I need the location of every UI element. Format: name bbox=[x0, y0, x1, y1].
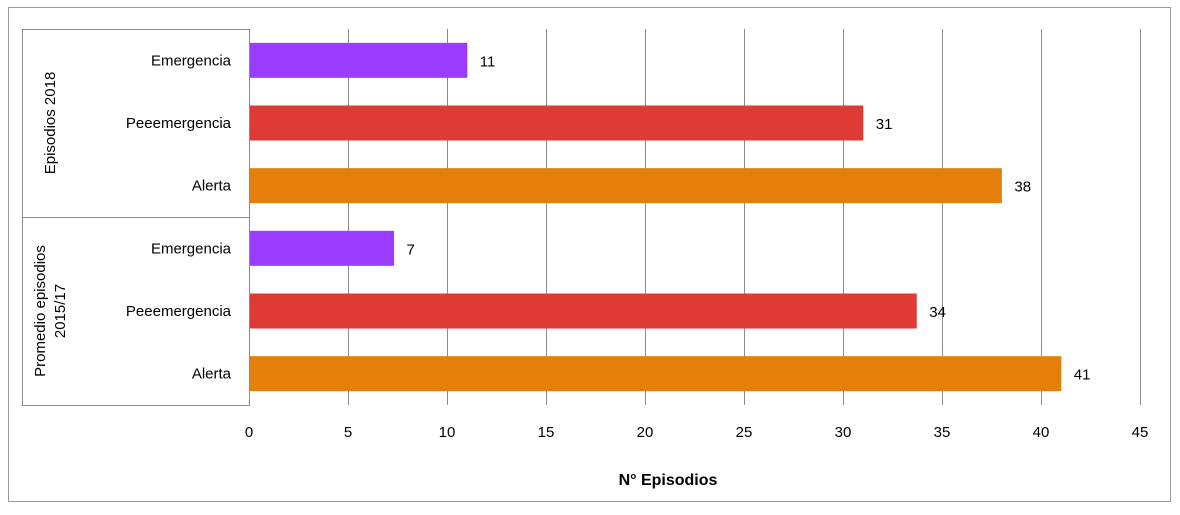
data-label: 41 bbox=[1074, 367, 1091, 384]
axes bbox=[22, 29, 250, 406]
bar bbox=[249, 105, 864, 141]
x-tick-label: 10 bbox=[439, 424, 456, 441]
x-tick-label: 5 bbox=[344, 424, 352, 441]
x-tick-label: 40 bbox=[1033, 424, 1050, 441]
group-label-line: 2015/17 bbox=[52, 284, 69, 338]
data-label: 34 bbox=[929, 304, 946, 321]
category-label: Emergencia bbox=[151, 240, 232, 257]
x-tick-label: 35 bbox=[934, 424, 951, 441]
chart-border bbox=[8, 7, 1171, 502]
category-label: Peeemergencia bbox=[126, 115, 232, 132]
group-label-line: Promedio episodios bbox=[32, 245, 49, 377]
bar bbox=[249, 293, 917, 329]
x-axis-title: N° Episodios bbox=[619, 472, 718, 489]
data-label: 7 bbox=[407, 241, 415, 258]
x-tick-label: 20 bbox=[637, 424, 654, 441]
x-tick-label: 25 bbox=[736, 424, 753, 441]
x-tick-label: 15 bbox=[538, 424, 555, 441]
bar bbox=[249, 42, 468, 78]
group-label-line: Episodios 2018 bbox=[42, 72, 59, 175]
x-tick-label: 45 bbox=[1132, 424, 1149, 441]
category-label: Alerta bbox=[192, 366, 232, 383]
x-tick-label: 30 bbox=[835, 424, 852, 441]
category-label: Peeemergencia bbox=[126, 303, 232, 320]
bar bbox=[249, 230, 395, 266]
group-label: Episodios 2018 bbox=[42, 72, 59, 175]
data-label: 11 bbox=[480, 53, 496, 70]
category-label: Alerta bbox=[192, 178, 232, 195]
bars bbox=[249, 42, 1062, 392]
bar bbox=[249, 356, 1062, 392]
data-label: 38 bbox=[1014, 179, 1031, 196]
category-label: Emergencia bbox=[151, 52, 232, 69]
gridlines bbox=[348, 29, 1141, 405]
bar bbox=[249, 168, 1002, 204]
labels: 0 5 10 15 20 25 30 35 40 45 Episodios 2018 Emergenc… bbox=[32, 52, 1148, 441]
x-tick-label: 0 bbox=[245, 424, 253, 441]
group-label: Promedio episodios 2015/17 bbox=[32, 245, 69, 377]
data-label: 31 bbox=[876, 116, 893, 133]
